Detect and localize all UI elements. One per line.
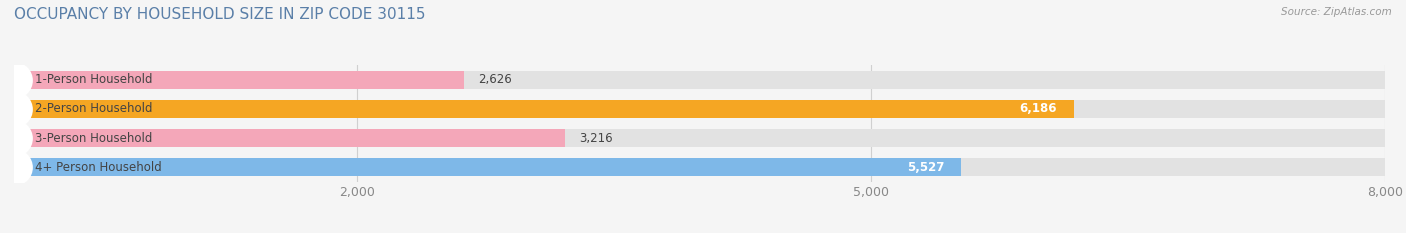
Bar: [14, 129, 1385, 147]
Text: 3,216: 3,216: [579, 132, 613, 144]
Text: 4+ Person Household: 4+ Person Household: [35, 161, 162, 174]
Bar: [14, 100, 1074, 118]
Text: 1-Person Household: 1-Person Household: [35, 73, 152, 86]
Bar: [14, 158, 962, 176]
Text: 2,626: 2,626: [478, 73, 512, 86]
Bar: [14, 100, 1385, 118]
Text: 6,186: 6,186: [1019, 103, 1057, 115]
Bar: [14, 129, 565, 147]
Bar: [14, 158, 1385, 176]
Text: 5,527: 5,527: [907, 161, 943, 174]
Point: [3, 165, 25, 169]
Bar: [14, 71, 464, 89]
Text: OCCUPANCY BY HOUSEHOLD SIZE IN ZIP CODE 30115: OCCUPANCY BY HOUSEHOLD SIZE IN ZIP CODE …: [14, 7, 426, 22]
Bar: [14, 71, 1385, 89]
Text: 2-Person Household: 2-Person Household: [35, 103, 152, 115]
Text: Source: ZipAtlas.com: Source: ZipAtlas.com: [1281, 7, 1392, 17]
Point: [3, 107, 25, 111]
Point: [3, 136, 25, 140]
Text: 3-Person Household: 3-Person Household: [35, 132, 152, 144]
Point: [3, 78, 25, 82]
